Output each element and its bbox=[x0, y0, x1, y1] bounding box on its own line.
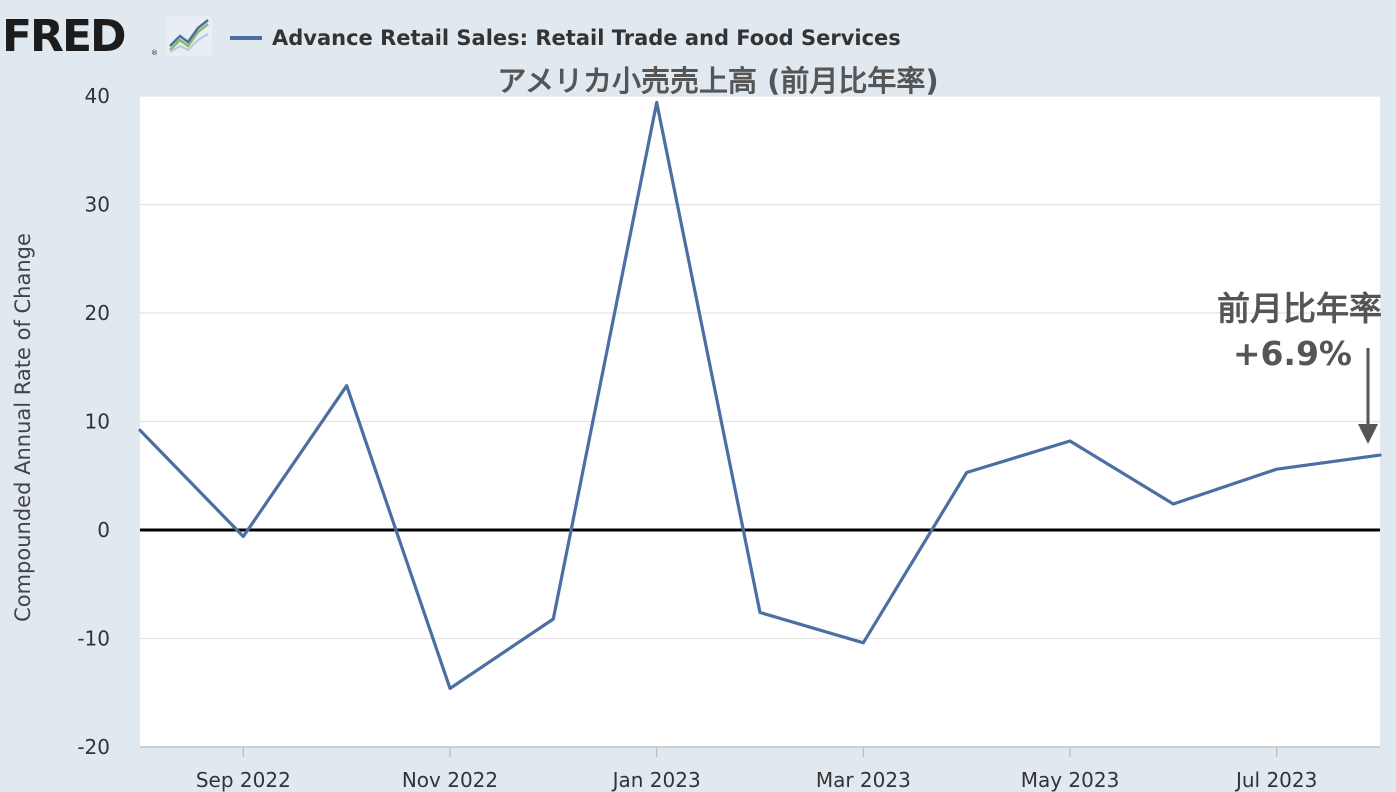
x-tick-label: Jul 2023 bbox=[1234, 768, 1317, 792]
y-axis-label: Compounded Annual Rate of Change bbox=[11, 233, 35, 622]
x-tick-label: Mar 2023 bbox=[816, 768, 911, 792]
chart-title: アメリカ小売売上高 (前月比年率) bbox=[497, 64, 939, 98]
fred-logo-registered: ® bbox=[151, 49, 158, 57]
legend-label[interactable]: Advance Retail Sales: Retail Trade and F… bbox=[272, 26, 901, 50]
x-tick-label: Sep 2022 bbox=[196, 768, 291, 792]
y-tick-label: -20 bbox=[77, 735, 110, 759]
annotation-arrow-head bbox=[1358, 424, 1378, 444]
fred-logo[interactable]: FRED bbox=[2, 11, 127, 62]
y-tick-label: 20 bbox=[85, 301, 110, 325]
fred-graph-icon bbox=[166, 16, 212, 56]
y-tick-label: 40 bbox=[85, 84, 110, 108]
y-tick-label: 10 bbox=[85, 410, 110, 434]
annotation-label: 前月比年率 bbox=[1217, 289, 1382, 328]
y-tick-label: 0 bbox=[97, 518, 110, 542]
x-tick-label: May 2023 bbox=[1021, 768, 1120, 792]
y-tick-label: 30 bbox=[85, 193, 110, 217]
x-tick-label: Nov 2022 bbox=[402, 768, 498, 792]
chart-legend: Advance Retail Sales: Retail Trade and F… bbox=[230, 23, 901, 53]
y-tick-label: -10 bbox=[77, 627, 110, 651]
x-tick-label: Jan 2023 bbox=[611, 768, 701, 792]
chart-header: FRED ® Advance Retail Sales: Retail Trad… bbox=[0, 0, 1396, 62]
annotation-value: +6.9% bbox=[1232, 334, 1352, 373]
legend-swatch bbox=[230, 36, 262, 40]
